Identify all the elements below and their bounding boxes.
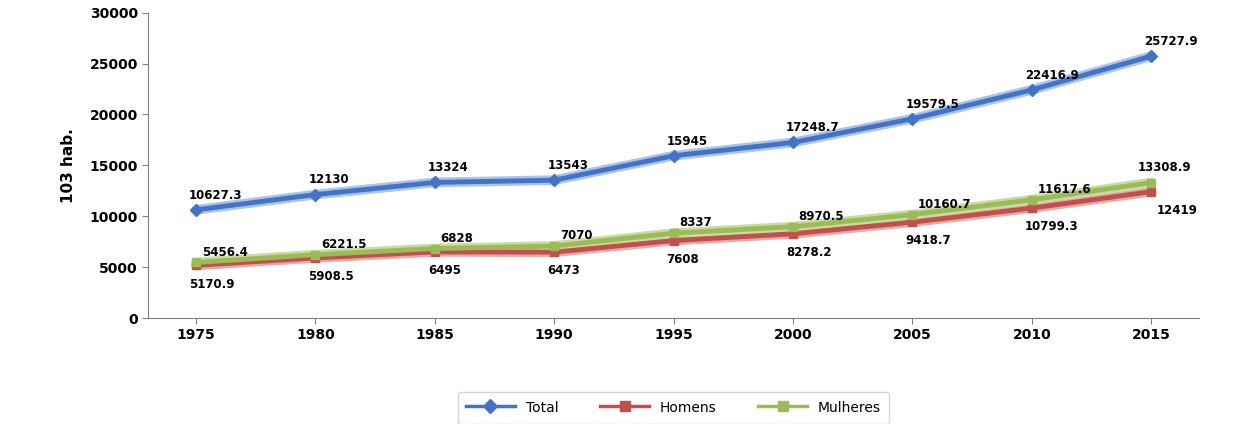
Text: 19579.5: 19579.5 [906,98,959,111]
Homens [546,250,561,255]
Homens [1143,189,1158,194]
Total [1143,54,1158,59]
Text: 8337: 8337 [679,216,712,229]
Mulheres [1143,180,1158,185]
Homens [905,220,920,225]
Total [905,116,920,121]
Mulheres [308,252,323,257]
Text: 7608: 7608 [666,253,700,266]
Text: 12419: 12419 [1157,204,1198,217]
Text: 17248.7: 17248.7 [786,121,839,134]
Text: 8278.2: 8278.2 [786,246,832,259]
Text: 25727.9: 25727.9 [1145,35,1198,48]
Text: 6473: 6473 [548,264,580,277]
Homens [666,238,681,243]
Text: 13308.9: 13308.9 [1137,162,1192,174]
Homens [428,249,442,254]
Total [546,178,561,183]
Text: 5908.5: 5908.5 [309,270,355,283]
Mulheres [428,246,442,251]
Text: 10627.3: 10627.3 [189,189,242,202]
Total [1025,87,1039,92]
Text: 9418.7: 9418.7 [906,234,950,247]
Homens [189,263,204,268]
Legend: Total, Homens, Mulheres: Total, Homens, Mulheres [457,392,890,424]
Homens [1025,206,1039,211]
Total [428,180,442,185]
Text: 10160.7: 10160.7 [918,198,971,211]
Y-axis label: 103 hab.: 103 hab. [61,128,75,203]
Homens [308,255,323,260]
Mulheres [666,231,681,236]
Total [786,140,801,145]
Mulheres [905,212,920,217]
Total [308,192,323,197]
Total [666,153,681,158]
Line: Homens: Homens [192,187,1156,270]
Line: Total: Total [192,52,1156,214]
Homens [786,231,801,236]
Line: Mulheres: Mulheres [192,179,1156,267]
Text: 5170.9: 5170.9 [189,278,235,290]
Text: 11617.6: 11617.6 [1037,183,1091,196]
Text: 6828: 6828 [440,232,473,245]
Mulheres [786,224,801,229]
Text: 6495: 6495 [428,264,461,277]
Text: 7070: 7070 [560,229,592,242]
Mulheres [1025,197,1039,202]
Text: 5456.4: 5456.4 [201,245,247,259]
Total [189,207,204,212]
Mulheres [546,243,561,248]
Text: 15945: 15945 [666,135,708,148]
Text: 6221.5: 6221.5 [321,238,367,251]
Text: 13324: 13324 [428,161,468,174]
Text: 10799.3: 10799.3 [1025,220,1079,233]
Mulheres [189,260,204,265]
Text: 12130: 12130 [309,173,349,187]
Text: 22416.9: 22416.9 [1025,69,1079,82]
Text: 8970.5: 8970.5 [798,210,844,223]
Text: 13543: 13543 [548,159,588,172]
